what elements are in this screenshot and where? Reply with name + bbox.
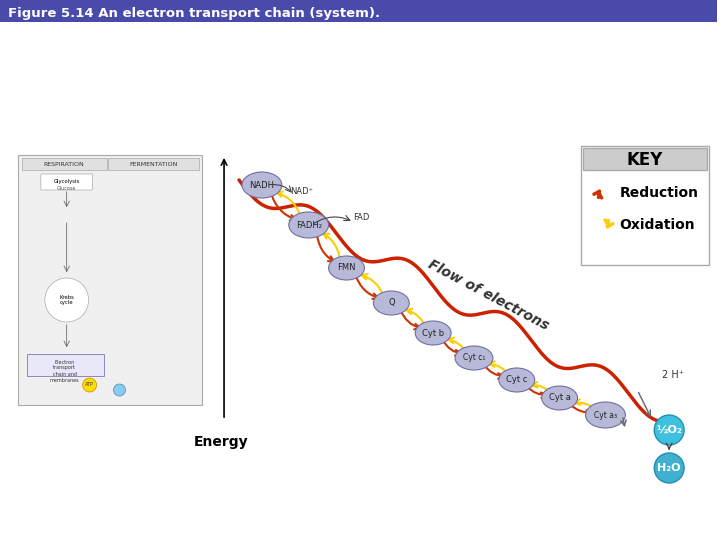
Ellipse shape <box>585 402 626 428</box>
Ellipse shape <box>541 386 577 410</box>
Text: Cyt a₃: Cyt a₃ <box>594 410 617 420</box>
Text: Energy: Energy <box>194 435 248 449</box>
Circle shape <box>654 415 684 445</box>
Text: Cyt a: Cyt a <box>549 394 570 402</box>
Text: Krebs
cycle: Krebs cycle <box>59 295 74 306</box>
FancyBboxPatch shape <box>41 174 93 190</box>
Circle shape <box>654 453 684 483</box>
Text: Cyt c₁: Cyt c₁ <box>463 354 485 362</box>
Circle shape <box>114 384 125 396</box>
FancyBboxPatch shape <box>582 148 707 170</box>
Ellipse shape <box>499 368 535 392</box>
Circle shape <box>83 378 96 392</box>
Text: NAD⁺: NAD⁺ <box>290 187 313 197</box>
Text: Reduction: Reduction <box>619 186 698 200</box>
Text: 2 H⁺: 2 H⁺ <box>662 370 684 380</box>
Text: NADH: NADH <box>249 180 274 190</box>
Text: ½O₂: ½O₂ <box>656 425 682 435</box>
Text: chain and: chain and <box>53 372 77 376</box>
Ellipse shape <box>455 346 493 370</box>
Ellipse shape <box>415 321 451 345</box>
FancyBboxPatch shape <box>580 146 709 265</box>
Ellipse shape <box>374 291 409 315</box>
Circle shape <box>45 278 89 322</box>
Text: Figure 5.14 An electron transport chain (system).: Figure 5.14 An electron transport chain … <box>8 6 380 19</box>
Text: H₂O: H₂O <box>657 463 681 473</box>
Text: FMN: FMN <box>337 264 356 273</box>
Text: FAD: FAD <box>354 213 369 222</box>
Text: transport: transport <box>53 366 76 370</box>
FancyBboxPatch shape <box>27 354 104 376</box>
Text: Electron: Electron <box>55 360 75 365</box>
Text: Cyt c: Cyt c <box>506 375 528 384</box>
Ellipse shape <box>328 256 364 280</box>
Text: KEY: KEY <box>626 151 662 169</box>
Text: Cyt b: Cyt b <box>422 328 444 338</box>
Text: Glucose: Glucose <box>57 186 76 191</box>
Text: ATP: ATP <box>85 382 94 388</box>
Text: Flow of electrons: Flow of electrons <box>425 257 551 333</box>
FancyBboxPatch shape <box>22 158 107 170</box>
Ellipse shape <box>289 212 328 238</box>
Text: Glycolysis: Glycolysis <box>53 179 80 185</box>
Text: membranes: membranes <box>50 377 79 382</box>
FancyBboxPatch shape <box>107 158 199 170</box>
Text: RESPIRATION: RESPIRATION <box>43 161 84 166</box>
FancyBboxPatch shape <box>18 155 202 405</box>
FancyBboxPatch shape <box>0 0 717 22</box>
Text: FADH₂: FADH₂ <box>296 220 322 230</box>
Text: Q: Q <box>388 299 395 307</box>
Ellipse shape <box>242 172 282 198</box>
Text: Oxidation: Oxidation <box>619 218 695 232</box>
Text: FERMENTATION: FERMENTATION <box>129 161 178 166</box>
